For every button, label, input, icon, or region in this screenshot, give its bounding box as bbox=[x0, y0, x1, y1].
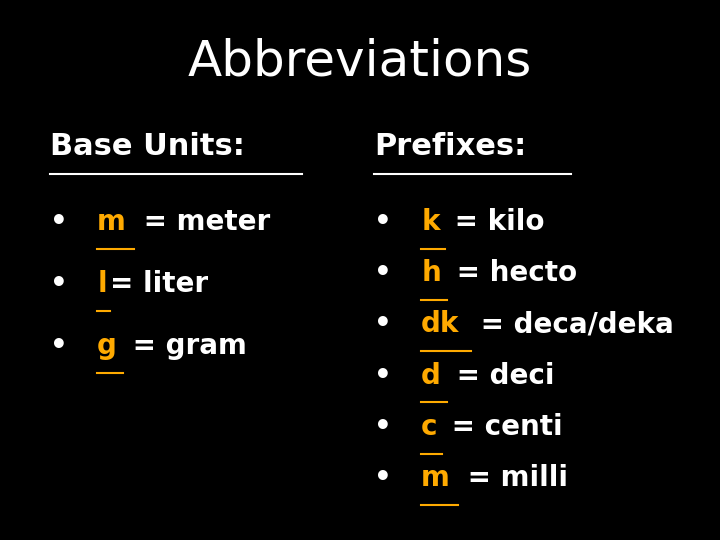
Text: c: c bbox=[421, 413, 438, 441]
Text: •: • bbox=[374, 464, 392, 492]
Text: m: m bbox=[97, 208, 126, 236]
Text: = meter: = meter bbox=[135, 208, 271, 236]
Text: k: k bbox=[421, 208, 440, 236]
Text: dk: dk bbox=[421, 310, 459, 339]
Text: Prefixes:: Prefixes: bbox=[374, 132, 526, 161]
Text: = liter: = liter bbox=[109, 270, 208, 298]
Text: •: • bbox=[374, 362, 392, 390]
Text: •: • bbox=[374, 259, 392, 287]
Text: = hecto: = hecto bbox=[446, 259, 577, 287]
Text: = deci: = deci bbox=[447, 362, 554, 390]
Text: •: • bbox=[374, 413, 392, 441]
Text: m: m bbox=[421, 464, 450, 492]
Text: d: d bbox=[421, 362, 441, 390]
Text: •: • bbox=[374, 208, 392, 236]
Text: = gram: = gram bbox=[123, 332, 247, 360]
Text: g: g bbox=[97, 332, 117, 360]
Text: •: • bbox=[50, 270, 68, 298]
Text: Abbreviations: Abbreviations bbox=[188, 38, 532, 86]
Text: •: • bbox=[50, 208, 68, 236]
Text: l: l bbox=[97, 270, 107, 298]
Text: Base Units:: Base Units: bbox=[50, 132, 246, 161]
Text: •: • bbox=[374, 310, 392, 339]
Text: = milli: = milli bbox=[459, 464, 569, 492]
Text: = kilo: = kilo bbox=[445, 208, 544, 236]
Text: = deca/deka: = deca/deka bbox=[471, 310, 673, 339]
Text: = centi: = centi bbox=[443, 413, 563, 441]
Text: •: • bbox=[50, 332, 68, 360]
Text: h: h bbox=[421, 259, 441, 287]
